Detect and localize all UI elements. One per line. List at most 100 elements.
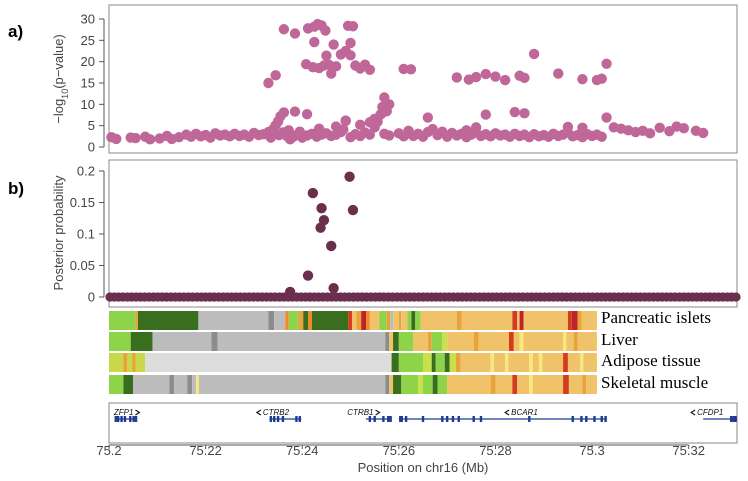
track-segment [529,375,533,394]
track-segment [411,311,416,330]
track-segment [268,311,275,330]
track-label-pancreatic-islets: Pancreatic islets [601,308,711,327]
panel-a-point [309,36,320,48]
panel-a-point [364,64,376,75]
panel-a-point [144,134,156,145]
panel-a-point [278,107,290,118]
track-segment [389,375,394,394]
panel-b-point [302,270,314,281]
gene-exon [373,416,376,422]
track-segment [211,332,218,351]
track-segment [135,311,138,330]
gene-exon [134,416,138,422]
x-tick-label: 75.3 [579,443,604,458]
track-segment [423,353,432,372]
track-segment [390,311,394,330]
track-segment [365,311,370,330]
panel-a-frame [108,4,738,154]
track-segment [132,353,136,372]
x-tick-label: 75.26 [383,443,416,458]
gene-exon [273,416,276,422]
track-labels: Pancreatic islets Liver Adipose tissue S… [601,308,711,392]
panel-b-label: b) [8,179,24,198]
panel-a-point [480,68,491,80]
track-segment [580,353,584,372]
panel-a-point [451,72,463,83]
gene-exon [730,416,733,422]
track-segment [285,311,289,330]
track-segment [568,375,583,394]
panel-a-point [577,122,588,133]
panel-a-points [106,18,709,145]
panel-a: a) −log10(p−value) 0 5 10 15 20 25 30 [8,4,738,155]
track-segment [398,332,414,351]
panel-a-point [562,121,574,133]
track-segment [508,332,514,351]
panel-a-point [499,74,511,86]
gene-exon [387,416,390,422]
gene-model: CFDP1 [690,408,737,422]
panel-a-point [289,28,301,39]
panel-b-point [328,282,339,294]
x-tick-label: 75.32 [672,443,705,458]
panel-a-point [490,71,501,82]
x-axis-label: Position on chr16 (Mb) [358,460,489,475]
track-segment [582,375,587,394]
gene-label: CFDP1 [697,408,723,417]
gene-model: ZFP1 [113,408,141,422]
gene-exon [399,416,402,422]
panel-a-point [422,112,434,123]
gene-exon [604,416,607,422]
track-segment [431,353,436,372]
x-tick-label: 75.24 [286,443,319,458]
track-segment [577,332,597,351]
gene-exon [580,416,583,422]
panel-a-point [577,73,588,85]
track-segment [435,353,445,372]
track-segment [586,375,597,394]
track-segment [523,311,568,330]
gene-exon [281,416,285,422]
track-segment [398,353,423,372]
panel-b-y-axis: 0 0.05 0.1 0.15 0.2 [70,164,105,305]
panel-a-y-tick-label: 5 [88,118,95,133]
track-segment [517,375,530,394]
track-segment [379,311,387,330]
track-segment [413,332,428,351]
track-segment [109,353,124,372]
panel-a-point [654,122,665,133]
track-segment [444,353,450,372]
gene-strand-arrow [690,409,696,416]
gene-track-frame [108,402,738,444]
track-label-adipose-tissue: Adipose tissue [601,351,701,370]
track-segment [577,311,582,330]
panel-a-point [697,127,709,139]
gene-model: CTRB1 [347,408,392,422]
track-segment [135,353,146,372]
panel-a-y-tick-label: 15 [81,76,95,91]
track-segment [109,375,124,394]
track-segment [512,311,518,330]
panel-b-baseline-points [105,292,741,302]
gene-exon [571,416,574,422]
track-segment [567,311,572,330]
gene-exon [129,416,132,422]
track-segment [427,332,432,351]
track-segment [583,353,597,372]
track-segment [274,311,286,330]
track-segment [130,332,153,351]
track-segment [512,375,518,394]
track-segment [109,311,136,330]
panel-b-point [347,204,359,216]
panel-a-y-tick-label: 20 [81,54,95,69]
panel-a-point [301,108,313,120]
gene-models: ZFP1 CTRB2 CTRB1 BCAR1 CFDP1 [113,408,737,422]
track-segment [398,311,402,330]
gene-exon [479,416,483,422]
panel-a-point [383,130,395,141]
x-tick-label: 75.28 [479,443,512,458]
track-segment [123,353,128,372]
track-segment [137,311,199,330]
gene-strand-arrow [375,409,381,416]
